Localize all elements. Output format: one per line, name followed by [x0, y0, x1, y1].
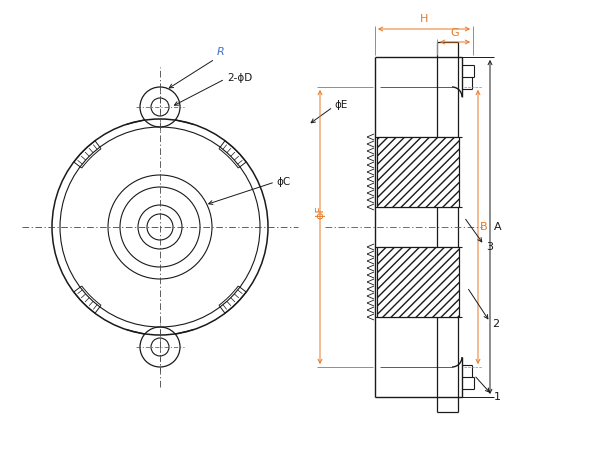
- Text: A: A: [494, 222, 501, 232]
- Text: H: H: [420, 14, 428, 24]
- Text: B: B: [480, 222, 488, 232]
- Bar: [377, 137, 459, 207]
- Text: 2-ϕD: 2-ϕD: [227, 73, 252, 83]
- Text: ϕE: ϕE: [334, 100, 347, 110]
- Bar: [377, 137, 459, 207]
- Text: 2: 2: [492, 319, 499, 329]
- Text: R: R: [217, 47, 225, 57]
- Text: ϕF: ϕF: [315, 205, 325, 219]
- Text: 3: 3: [486, 242, 493, 252]
- Bar: [377, 247, 459, 317]
- Text: G: G: [450, 28, 459, 38]
- Text: ϕC: ϕC: [276, 177, 291, 187]
- Bar: [377, 247, 459, 317]
- Text: 1: 1: [494, 392, 501, 402]
